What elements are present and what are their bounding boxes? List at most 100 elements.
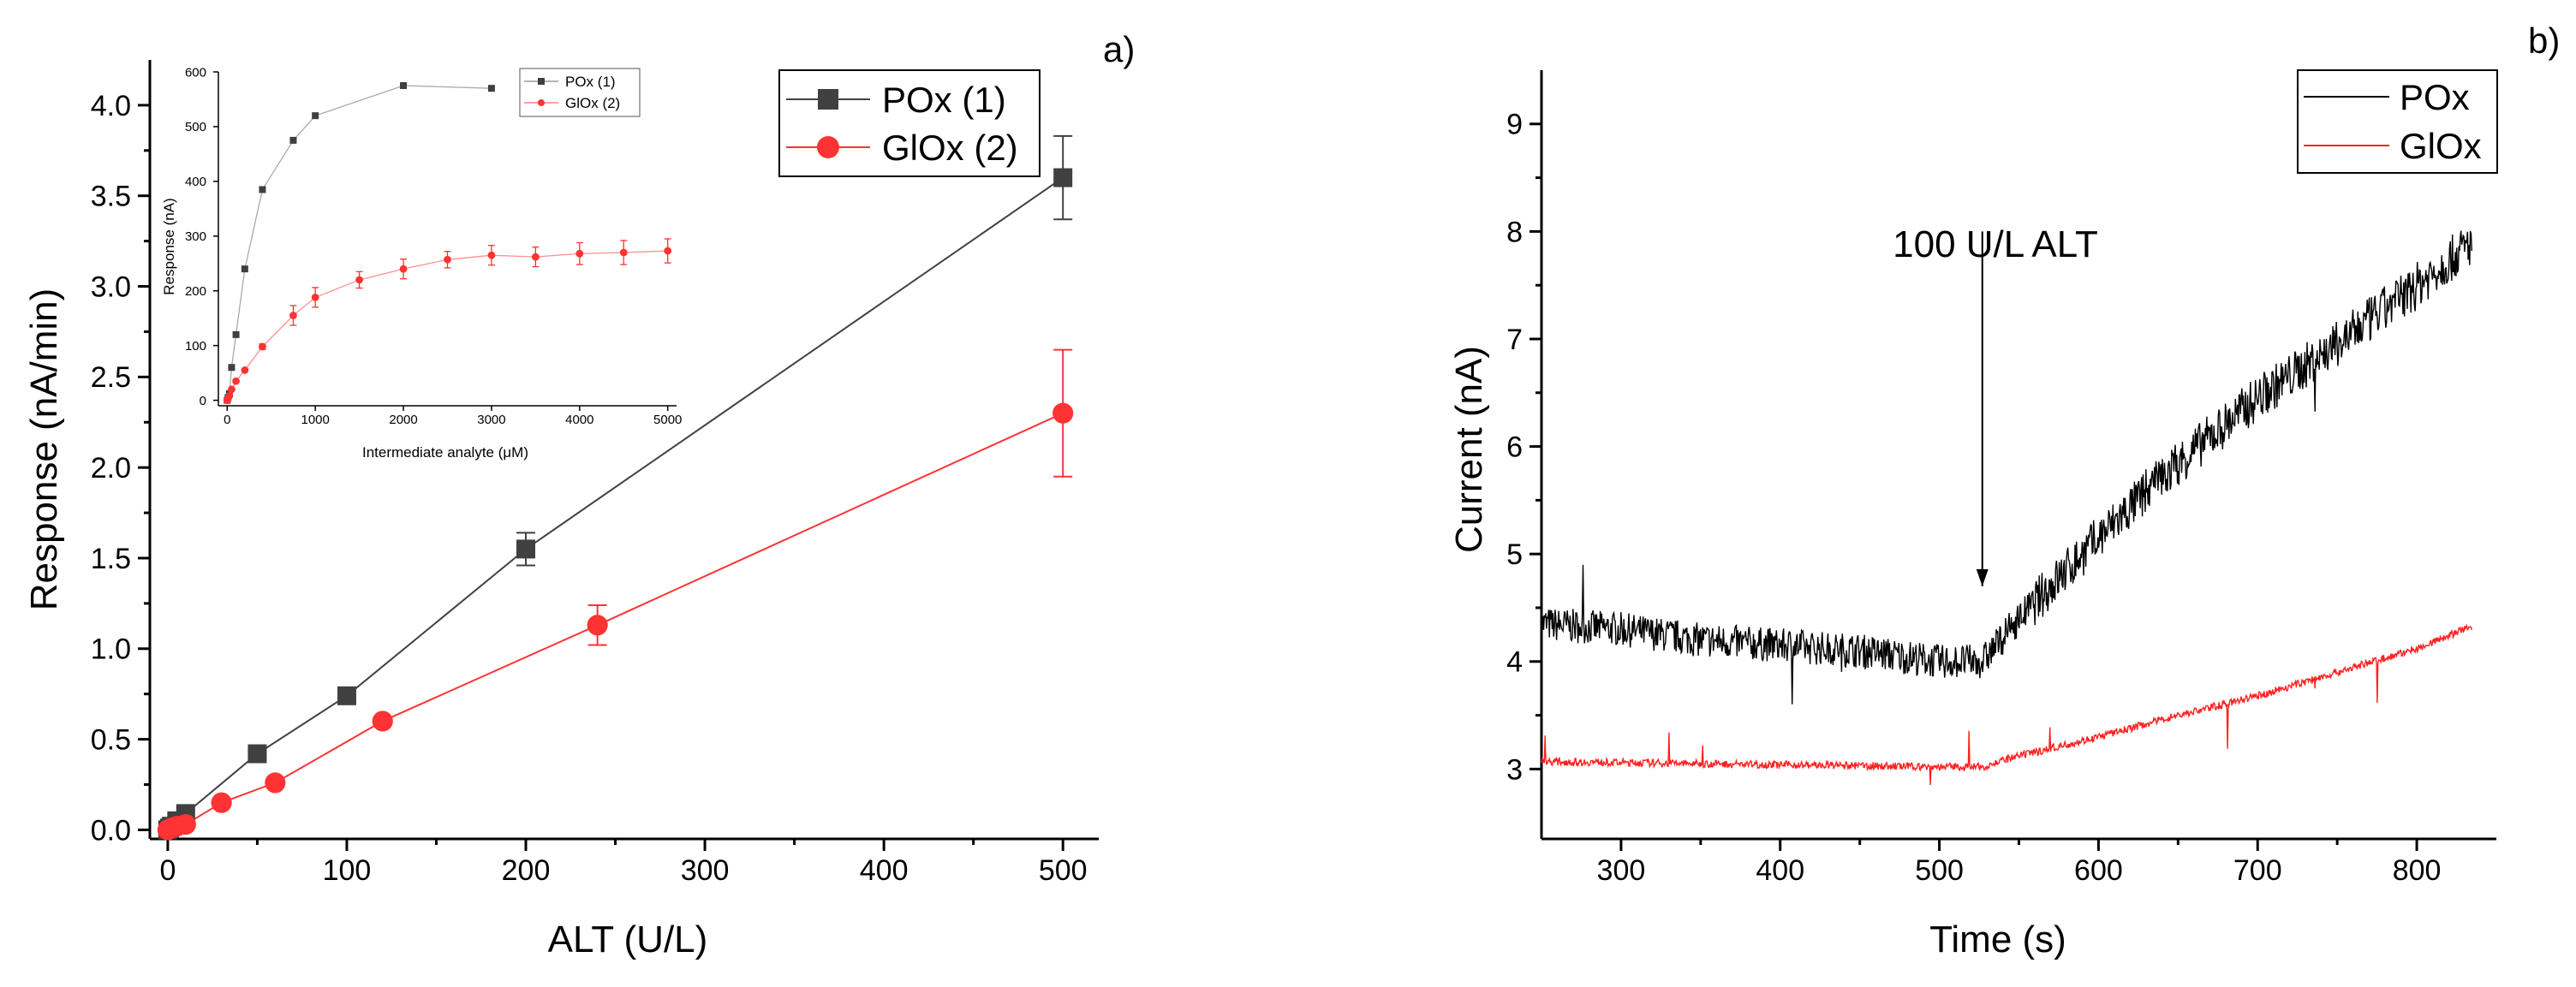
trace-0 [1541,230,2472,705]
panel-b-annotation [1976,231,1989,586]
data-point-square [400,81,408,89]
x-tick-label: 100 [323,854,372,887]
panel-b-ylabel: Current (nA) [1448,346,1490,553]
data-point-circle [289,312,297,319]
data-point-circle [211,792,232,813]
panel-a-xlabel: ALT (U/L) [548,919,708,960]
data-point-circle [575,249,584,258]
data-point-circle [399,265,408,273]
panel-b-legend-box [2297,69,2498,174]
data-point-circle [175,813,196,835]
inset-axes: 0 1000 2000 3000 4000 5000 0 100 200 300 400 500 600 [185,65,682,427]
y-tick-label: 600 [185,65,206,80]
y-tick-label: 500 [185,120,206,134]
x-tick-label: 500 [1915,854,1964,887]
y-tick-label: 5 [1506,538,1523,571]
data-point-square [241,265,248,273]
x-tick-label: 0 [224,413,230,427]
data-point-circle [372,711,393,732]
y-tick-label: 0.0 [91,814,131,847]
inset-legend-label-pox: POx (1) [565,74,616,90]
inset-series-lines [226,85,668,401]
series-line-0 [167,176,1064,831]
inset-legend-marker-glox [538,99,545,106]
y-tick-label: 6 [1506,431,1523,463]
inset-legend-marker-pox [538,78,545,85]
data-point-circle [311,294,319,301]
legend-marker-glox [817,136,839,158]
x-tick-label: 0 [159,854,176,887]
series-line-0 [226,85,492,401]
data-point-circle [531,253,540,261]
legend-label-pox: POx (1) [882,80,1006,120]
x-tick-label: 1000 [301,413,329,427]
x-tick-label: 4000 [565,413,593,427]
x-tick-label: 600 [2074,854,2123,887]
x-tick-label: 2000 [389,413,417,427]
data-point-square [516,539,536,559]
panel-a: 0 100 200 300 400 500 0.0 0.5 1.0 1.5 2.0 2.5 3.0 3.5… [23,29,1135,960]
y-tick-label: 9 [1506,109,1523,141]
panel-a-series-lines [167,176,1064,831]
inset-markers [223,81,672,405]
y-tick-label: 3.5 [91,181,131,213]
data-point-circle [619,248,628,257]
data-point-circle [587,615,608,636]
inset-legend-label-glox: GlOx (2) [565,95,620,111]
data-point-circle [232,377,240,385]
y-tick-label: 7 [1506,324,1523,356]
data-point-circle [265,772,286,794]
x-tick-label: 800 [2393,854,2442,887]
y-tick-label: 400 [185,175,206,189]
y-tick-label: 4.0 [91,90,131,122]
data-point-circle [355,276,364,284]
y-tick-label: 1.5 [91,543,131,575]
inset-xlabel: Intermediate analyte (μM) [362,444,528,461]
data-point-square [247,744,267,764]
y-tick-label: 0 [200,394,206,408]
data-point-circle [487,251,496,259]
series-line-1 [167,412,1064,831]
x-tick-label: 200 [502,854,551,887]
x-tick-label: 300 [1597,854,1646,887]
panel-a-label: a) [1103,29,1135,69]
y-tick-label: 0.5 [91,724,131,757]
y-tick-label: 2.5 [91,361,131,394]
data-point-square [487,85,495,92]
y-tick-label: 300 [185,229,206,244]
y-tick-label: 1.0 [91,633,131,666]
data-point-circle [228,385,236,394]
panel-a-legend-box [778,69,1041,177]
panel-a-markers [157,168,1074,841]
panel-a-ylabel: Response (nA/min) [23,288,65,611]
panel-b-label: b) [2528,21,2560,61]
panel-a-inset: 0 1000 2000 3000 4000 5000 0 100 200 300 400 500 600… [161,65,682,461]
legend-label-pox-b: POx [2400,77,2470,117]
data-point-circle [225,392,234,400]
legend-label-glox: GlOx (2) [882,128,1018,168]
legend-label-glox-b: GlOx [2400,126,2482,166]
x-tick-label: 300 [681,854,730,887]
data-point-square [289,136,297,144]
y-tick-label: 2.0 [91,452,131,485]
panel-a-axes: 0 100 200 300 400 500 0.0 0.5 1.0 1.5 2.0 2.5 3.0 3.5… [91,60,1099,887]
panel-b-legend: POx GlOx [2297,69,2498,174]
legend-marker-pox [818,89,838,110]
trace-1 [1541,623,2472,786]
y-tick-label: 200 [185,284,206,299]
y-tick-label: 3.0 [91,271,131,303]
inset-ylabel: Response (nA) [161,198,177,294]
panel-b-xlabel: Time (s) [1929,919,2066,960]
annotation-arrow-head [1976,568,1989,586]
data-point-circle [1052,402,1074,424]
panel-b-axes: 300 400 500 600 700 800 3 4 5 6 7 8 9 [1506,70,2496,887]
data-point-square [232,330,240,338]
x-tick-label: 400 [860,854,909,887]
y-tick-label: 4 [1506,646,1523,679]
inset-error-bars [259,238,671,350]
y-tick-label: 8 [1506,216,1523,248]
x-tick-label: 3000 [477,413,505,427]
data-point-circle [259,342,266,351]
y-tick-label: 100 [185,339,206,354]
